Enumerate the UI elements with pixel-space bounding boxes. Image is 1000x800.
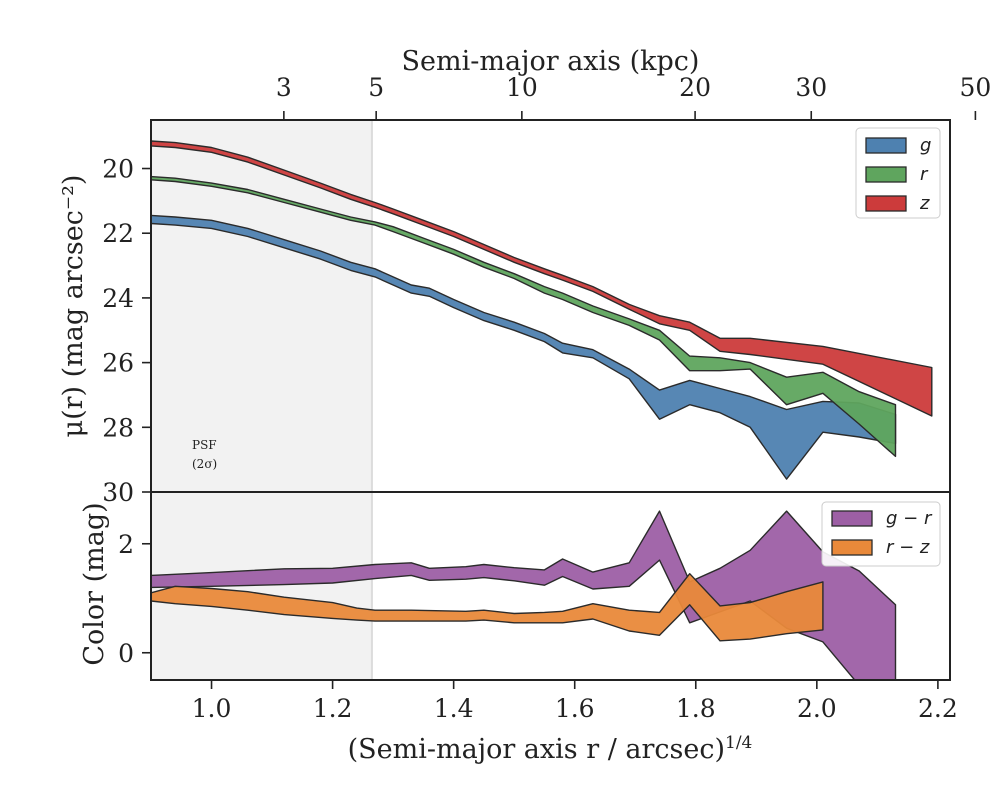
psf-label-line2: (2σ) <box>192 457 217 471</box>
top-legend: grz <box>855 127 941 219</box>
top-x-axis-kpc: 351020305075 <box>276 73 991 120</box>
bottom-x-axis: 1.0 1.2 1.4 1.6 1.8 2.0 2.2 <box>192 680 958 723</box>
y-tick-label: 28 <box>102 413 134 442</box>
top-y-axis: 20 22 24 26 28 30 <box>102 155 151 507</box>
kpc-tick-label: 3 <box>276 73 292 102</box>
kpc-tick-label: 5 <box>368 73 384 102</box>
bottom-x-axis-label: (Semi-major axis r / arcsec)1/4 <box>348 733 753 765</box>
color-band-gr <box>151 510 897 680</box>
y-tick-label: 26 <box>102 349 134 378</box>
legend-swatch-rz <box>831 539 873 556</box>
legend-swatch-z <box>865 195 907 212</box>
psf-shaded-region <box>151 120 373 492</box>
x-label-exponent: 1/4 <box>725 733 752 753</box>
psf-shade-top <box>151 120 372 492</box>
legend-label-g: g <box>920 135 931 156</box>
kpc-tick-label: 10 <box>506 73 538 102</box>
x-tick-label: 1.2 <box>313 694 353 723</box>
x-tick-label: 2.0 <box>797 694 837 723</box>
surface-brightness-bands <box>150 140 933 480</box>
y-tick-label: 30 <box>102 478 134 507</box>
legend-label-rz: r − z <box>886 537 930 558</box>
x-label-text: (Semi-major axis r / arcsec) <box>348 734 725 765</box>
top-axis-label: Semi-major axis (kpc) <box>402 46 700 77</box>
legend-swatch-gr <box>831 510 873 527</box>
kpc-tick-label: 20 <box>679 73 711 102</box>
legend-label-r: r <box>920 164 929 185</box>
bottom-y-axis-label: Color (mag) <box>79 502 110 665</box>
y-tick-label: 0 <box>118 639 134 668</box>
bottom-y-axis: 02 <box>118 530 151 668</box>
color-bands <box>151 510 897 680</box>
kpc-tick-label: 30 <box>795 73 827 102</box>
legend-swatch-g <box>865 137 907 154</box>
band-r <box>150 175 897 458</box>
band-z <box>150 140 933 417</box>
color-band-rz <box>151 573 824 642</box>
legend-label-gr: g − r <box>886 508 933 529</box>
x-tick-label: 1.8 <box>676 694 716 723</box>
y-tick-label: 22 <box>102 219 134 248</box>
legend-swatch-r <box>865 166 907 183</box>
x-tick-label: 1.4 <box>434 694 474 723</box>
top-y-axis-label: μ(r) (mag arcsec⁻²) <box>58 175 89 438</box>
x-tick-label: 1.0 <box>192 694 232 723</box>
bottom-panel-frame <box>150 491 951 681</box>
legend-label-z: z <box>919 193 930 214</box>
x-tick-label: 2.2 <box>918 694 958 723</box>
color-panel: 02 1.0 1.2 1.4 1.6 1.8 2.0 2.2 Color (mag) (Se… <box>79 491 958 765</box>
y-tick-label: 20 <box>102 155 134 184</box>
psf-shaded-region-bottom <box>151 492 373 680</box>
y-tick-label: 24 <box>102 284 134 313</box>
kpc-tick-label: 50 <box>959 73 991 102</box>
y-tick-label: 2 <box>118 530 134 559</box>
psf-label-line1: PSF <box>192 438 217 452</box>
bottom-legend: g − r r − z <box>821 501 941 567</box>
x-tick-label: 1.6 <box>555 694 595 723</box>
psf-label: PSF (2σ) <box>192 438 217 471</box>
